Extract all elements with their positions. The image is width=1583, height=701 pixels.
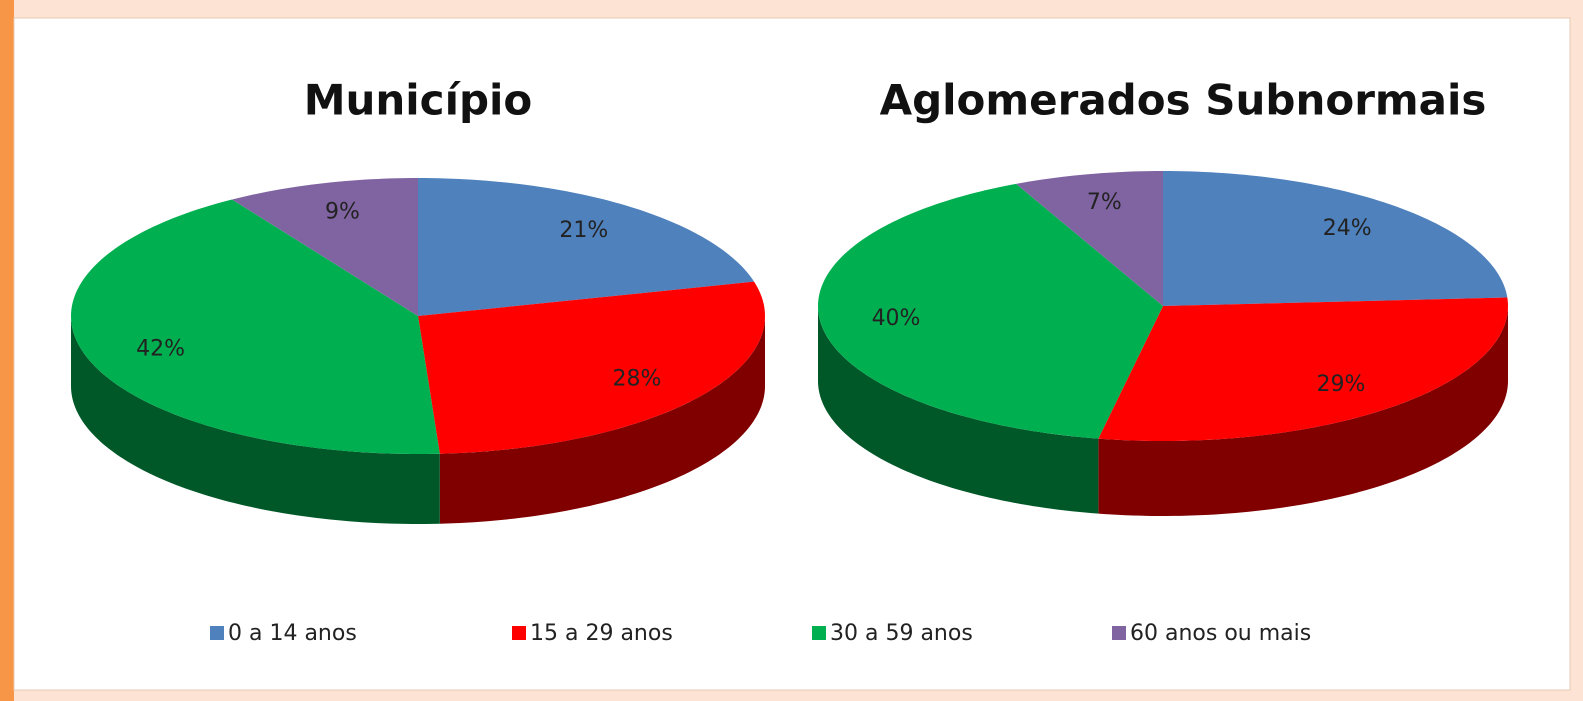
- pie-side: [439, 316, 765, 524]
- pie-slice: [71, 199, 440, 454]
- pie-slice: [1163, 171, 1508, 306]
- pie-slice: [1016, 171, 1163, 306]
- pie-slice: [1098, 297, 1508, 441]
- legend-label: 15 a 29 anos: [530, 621, 673, 646]
- pie-slice: [418, 178, 755, 316]
- side-strip: [0, 0, 14, 701]
- data-label: 28%: [613, 366, 662, 391]
- legend-swatch: [1112, 626, 1126, 640]
- data-label: 29%: [1317, 372, 1366, 397]
- data-label: 24%: [1323, 216, 1372, 241]
- legend-label: 0 a 14 anos: [228, 621, 357, 646]
- pie-side: [71, 316, 440, 524]
- pie-slice: [232, 178, 418, 316]
- legend-swatch: [812, 626, 826, 640]
- data-label: 42%: [136, 336, 185, 361]
- data-label: 9%: [325, 200, 360, 225]
- data-label: 7%: [1087, 190, 1122, 215]
- pie-side: [818, 306, 1099, 514]
- data-label: 40%: [872, 306, 921, 331]
- chart-title: Aglomerados Subnormais: [880, 76, 1487, 125]
- legend-label: 30 a 59 anos: [830, 621, 973, 646]
- chart-title: Município: [304, 76, 533, 125]
- legend-swatch: [512, 626, 526, 640]
- pie-side: [1098, 306, 1508, 516]
- legend-swatch: [210, 626, 224, 640]
- pie-slice: [418, 281, 765, 454]
- data-label: 21%: [559, 218, 608, 243]
- legend-label: 60 anos ou mais: [1130, 621, 1311, 646]
- pie-slice: [818, 183, 1163, 439]
